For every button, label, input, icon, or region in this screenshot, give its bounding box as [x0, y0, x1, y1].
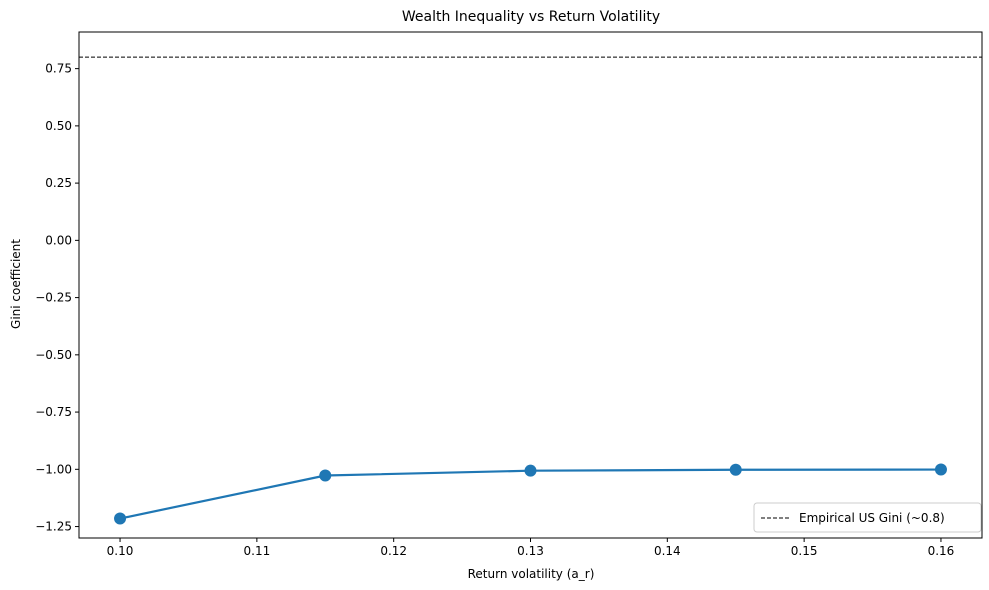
y-tick-label: 0.25	[45, 176, 72, 190]
y-tick-label: 0.00	[45, 233, 72, 247]
legend-label: Empirical US Gini (~0.8)	[799, 511, 945, 525]
x-tick-label: 0.16	[928, 544, 955, 558]
y-tick-label: −1.25	[35, 520, 72, 534]
y-tick-label: −0.25	[35, 291, 72, 305]
x-tick-label: 0.12	[380, 544, 407, 558]
plot-area: 0.10 0.11 0.12 0.13 0.14 0.15 0.16 0.75 0.50 0.25…	[35, 31, 983, 558]
x-tick-label: 0.11	[244, 544, 271, 558]
x-tick-label: 0.14	[654, 544, 681, 558]
data-point	[114, 512, 127, 525]
y-tick-label: 0.50	[45, 119, 72, 133]
y-tick-label: −0.75	[35, 405, 72, 419]
x-axis-title: Return volatility (a_r)	[468, 567, 595, 581]
x-tick-label: 0.13	[517, 544, 544, 558]
y-tick-label: 0.75	[45, 62, 72, 76]
data-point	[934, 463, 947, 476]
chart-title: Wealth Inequality vs Return Volatility	[402, 9, 660, 25]
y-tick-label: −0.50	[35, 348, 72, 362]
x-tick-label: 0.15	[791, 544, 818, 558]
data-point	[524, 464, 537, 477]
legend-frame	[753, 502, 982, 533]
legend: Empirical US Gini (~0.8)	[753, 502, 982, 533]
data-point	[319, 469, 332, 482]
y-axis-title: Gini coefficient	[9, 239, 23, 329]
x-tick-label: 0.10	[107, 544, 134, 558]
y-tick-label: −1.00	[35, 462, 72, 476]
data-point	[729, 463, 742, 476]
